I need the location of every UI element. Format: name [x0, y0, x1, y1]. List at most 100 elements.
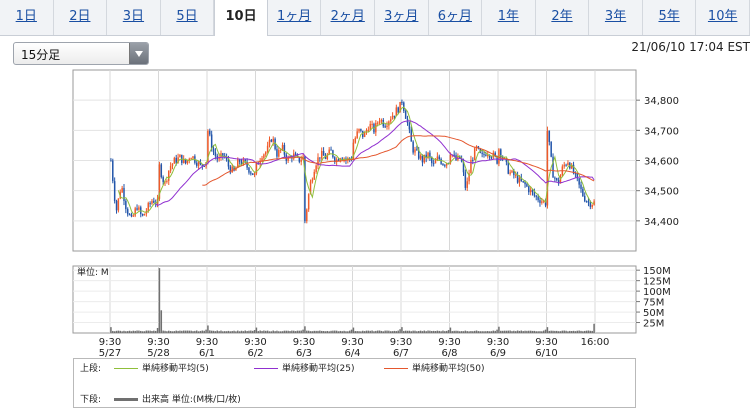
volume-bar: [266, 330, 269, 333]
interval-select[interactable]: 15分足: [13, 42, 149, 65]
volume-bar: [145, 330, 148, 333]
tab-1[interactable]: 1日: [0, 0, 54, 35]
interval-select-value: 15分足: [21, 48, 61, 62]
tab-5[interactable]: 10日: [214, 0, 268, 36]
candle-body: [473, 148, 476, 161]
tab-11[interactable]: 2年: [536, 0, 590, 35]
volume-bar: [233, 330, 235, 333]
tab-12[interactable]: 3年: [589, 0, 643, 35]
candle-body: [259, 160, 261, 165]
volume-bar: [337, 331, 340, 333]
tab-14[interactable]: 10年: [696, 0, 750, 35]
timestamp: 21/06/10 17:04 EST: [631, 40, 750, 54]
volume-bar: [158, 268, 161, 333]
volume-bar: [309, 331, 312, 333]
volume-bar: [466, 331, 468, 333]
candle-body: [121, 187, 123, 193]
candle-body: [578, 178, 580, 185]
volume-bar: [373, 331, 375, 333]
volume-bar: [199, 330, 202, 333]
candle-body: [283, 145, 286, 155]
candle-body: [276, 149, 278, 157]
candle-body: [188, 158, 191, 160]
tab-13[interactable]: 5年: [643, 0, 697, 35]
candle-body: [416, 149, 418, 151]
candle-body: [311, 179, 314, 182]
tab-2[interactable]: 2日: [54, 0, 108, 35]
volume-bar: [526, 330, 528, 333]
volume-bar: [143, 331, 146, 333]
volume-bar: [287, 330, 289, 333]
candle-body: [263, 154, 265, 159]
candle-body: [389, 119, 392, 122]
candle-body: [500, 149, 502, 157]
candle-body: [542, 200, 545, 202]
legend: 上段: 単純移動平均(5) 単純移動平均(25) 単純移動平均(50) 下段: …: [73, 358, 636, 408]
volume-bar: [524, 330, 526, 333]
volume-bar: [583, 330, 586, 333]
tab-7[interactable]: 2ヶ月: [321, 0, 375, 35]
legend-volume-label: 出来高 単位:(M株/口/枚): [142, 395, 241, 405]
tab-9[interactable]: 6ヶ月: [429, 0, 483, 35]
volume-bar: [140, 330, 142, 333]
candle-body: [319, 157, 321, 159]
x-tick-date: 6/4: [344, 348, 360, 359]
candle-body: [509, 172, 511, 174]
volume-bar: [347, 331, 349, 333]
candle-body: [442, 163, 444, 166]
x-tick-time: 9:30: [244, 337, 266, 348]
candle-body: [486, 155, 489, 157]
volume-bar: [397, 330, 399, 333]
tab-8[interactable]: 3ヶ月: [375, 0, 429, 35]
volume-ytick-label: 125M: [643, 277, 671, 288]
candle-body: [462, 161, 465, 173]
volume-bar: [160, 310, 163, 333]
price-ytick-label: 34,400: [644, 217, 679, 228]
price-ytick-label: 34,700: [644, 126, 679, 137]
candle-body: [401, 101, 403, 103]
volume-bar: [246, 331, 248, 333]
volume-bar: [324, 331, 327, 333]
volume-bar: [460, 331, 463, 333]
candle-body: [294, 153, 297, 155]
tab-10[interactable]: 1年: [482, 0, 536, 35]
candle-body: [261, 158, 263, 161]
volume-bar: [184, 330, 187, 333]
price-ytick-label: 34,800: [644, 96, 679, 107]
volume-bar: [423, 330, 426, 333]
chevron-down-icon[interactable]: [129, 43, 148, 64]
volume-bar: [113, 331, 116, 333]
volume-bar: [265, 330, 267, 333]
volume-bar: [380, 330, 383, 333]
candle-body: [151, 200, 153, 204]
volume-bar: [311, 331, 314, 333]
volume-bar: [531, 330, 534, 333]
candle-body: [278, 150, 280, 157]
candle-body: [225, 156, 228, 160]
tab-6[interactable]: 1ヶ月: [268, 0, 322, 35]
volume-bar: [393, 330, 396, 333]
volume-bar: [580, 330, 582, 333]
volume-bar: [481, 331, 483, 333]
volume-bar: [341, 331, 343, 333]
candle-body: [539, 200, 541, 203]
volume-bar: [240, 330, 243, 333]
candle-body: [265, 152, 267, 155]
candle-body: [309, 181, 312, 195]
candle-body: [531, 189, 534, 192]
tab-4[interactable]: 5日: [161, 0, 215, 35]
candle-body: [362, 130, 364, 137]
volume-bar: [567, 331, 569, 333]
legend-volume: 出来高 単位:(M株/口/枚): [114, 392, 241, 405]
volume-bar: [304, 326, 306, 333]
volume-bar: [223, 331, 226, 333]
volume-bar: [362, 330, 364, 333]
volume-bar: [335, 330, 338, 333]
volume-bar: [561, 330, 564, 333]
volume-bar: [559, 331, 562, 333]
volume-bar: [334, 330, 336, 333]
volume-bar: [378, 330, 381, 333]
tab-3[interactable]: 3日: [107, 0, 161, 35]
candle-body: [126, 209, 129, 215]
volume-bar: [192, 331, 194, 333]
